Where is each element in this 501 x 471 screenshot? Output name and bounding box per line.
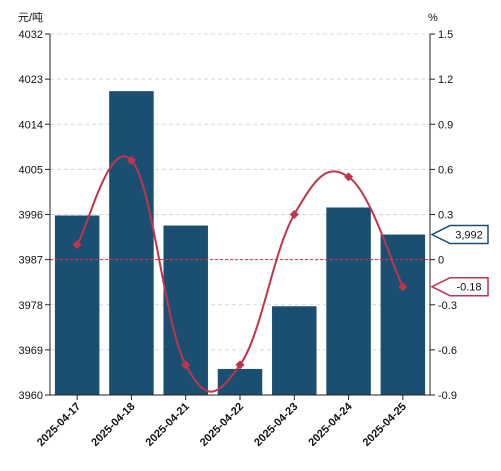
line-point: [235, 360, 245, 370]
right-tick-label: 1.5: [438, 29, 453, 41]
x-tick-label: 2025-04-22: [198, 401, 246, 449]
right-tick-label: 1.2: [438, 74, 453, 86]
x-tick-label: 2025-04-21: [144, 401, 192, 449]
callout-box: [430, 224, 489, 245]
axes: [45, 33, 435, 400]
right-tick-label: -0.3: [438, 300, 457, 312]
left-tick-label: 4005: [19, 164, 43, 176]
x-tick-label: 2025-04-17: [35, 401, 83, 449]
bar: [272, 306, 317, 395]
callouts: 3,992 -0.18: [430, 224, 489, 297]
left-axis-ticks: 3960 3969 3978 3987 3996 4005 4014 4023 4032: [19, 29, 43, 402]
line-series: [72, 155, 408, 393]
grid-lines: [50, 33, 430, 351]
x-tick-label: 2025-04-23: [252, 401, 300, 449]
right-axis-ticks: -0.9 -0.6 -0.3 0 0.3 0.6 0.9 1.2 1.5: [438, 29, 457, 402]
callout-label: -0.18: [456, 282, 481, 294]
left-tick-label: 4023: [19, 74, 43, 86]
x-tick-label: 2025-04-18: [89, 401, 137, 449]
left-tick-label: 4014: [19, 119, 43, 131]
bar: [326, 207, 371, 395]
line-point: [398, 282, 408, 292]
x-tick-label: 2025-04-25: [361, 401, 409, 449]
line-point: [126, 155, 136, 165]
right-tick-label: 0.6: [438, 164, 453, 176]
line-point: [344, 172, 354, 182]
line-point: [181, 360, 191, 370]
left-tick-label: 3978: [19, 300, 43, 312]
bar: [217, 368, 263, 395]
bar-series: [54, 91, 426, 396]
left-tick-label: 4032: [19, 29, 43, 41]
right-tick-label: -0.9: [438, 390, 457, 402]
left-axis-unit: 元/吨: [18, 11, 43, 24]
x-tick-label: 2025-04-24: [306, 400, 355, 449]
line-point: [72, 240, 82, 250]
right-tick-label: 0.9: [438, 119, 453, 131]
callout-box: [430, 276, 489, 297]
callout-label: 3,992: [455, 230, 483, 242]
right-tick-label: 0: [438, 255, 444, 267]
line-point: [289, 210, 299, 219]
bar: [109, 91, 154, 396]
right-axis-unit: %: [428, 12, 438, 24]
bar: [380, 234, 426, 395]
left-tick-label: 3987: [19, 255, 43, 267]
right-tick-label: -0.6: [438, 345, 457, 357]
left-tick-label: 3960: [19, 390, 43, 402]
left-tick-label: 3969: [19, 345, 43, 357]
left-tick-label: 3996: [19, 210, 43, 222]
x-axis-ticks: 2025-04-17 2025-04-18 2025-04-21 2025-04-22…: [35, 400, 409, 449]
right-tick-label: 0.3: [438, 210, 453, 222]
